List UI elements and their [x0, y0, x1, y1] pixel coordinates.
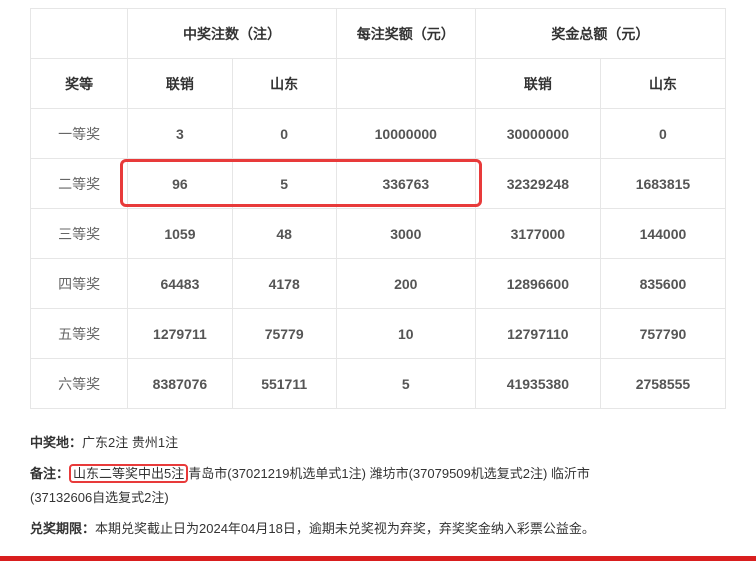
- cell-per: 10000000: [336, 109, 475, 159]
- cell-lx-total: 32329248: [475, 159, 600, 209]
- table-row-highlighted: 二等奖 96 5 336763 32329248 1683815: [31, 159, 726, 209]
- cell-prize-name: 一等奖: [31, 109, 128, 159]
- remark-highlight: 山东二等奖中出5注: [69, 464, 188, 483]
- prize-table: 中奖注数（注） 每注奖额（元） 奖金总额（元） 奖等 联销 山东 联销 山东 一…: [30, 8, 726, 409]
- header-count: 中奖注数（注）: [128, 9, 337, 59]
- cell-per: 3000: [336, 209, 475, 259]
- notes-section: 中奖地：广东2注 贵州1注 备注：山东二等奖中出5注青岛市(37021219机选…: [30, 431, 726, 542]
- header-per: 每注奖额（元）: [336, 9, 475, 59]
- cell-lx-count: 8387076: [128, 359, 232, 409]
- deadline-text: 本期兑奖截止日为2024年04月18日，逾期未兑奖视为弃奖，弃奖奖金纳入彩票公益…: [95, 521, 595, 536]
- table-row: 六等奖 8387076 551711 5 41935380 2758555: [31, 359, 726, 409]
- winning-location: 中奖地：广东2注 贵州1注: [30, 431, 726, 456]
- table-body: 一等奖 3 0 10000000 30000000 0 二等奖 96 5 336…: [31, 109, 726, 409]
- table-row: 一等奖 3 0 10000000 30000000 0: [31, 109, 726, 159]
- sub-sd-total: 山东: [600, 59, 725, 109]
- cell-sd-total: 1683815: [600, 159, 725, 209]
- header-total: 奖金总额（元）: [475, 9, 725, 59]
- remark-line: 备注：山东二等奖中出5注青岛市(37021219机选单式1注) 潍坊市(3707…: [30, 462, 726, 511]
- cell-sd-count: 5: [232, 159, 336, 209]
- table-row: 五等奖 1279711 75779 10 12797110 757790: [31, 309, 726, 359]
- cell-sd-total: 757790: [600, 309, 725, 359]
- sub-prize: 奖等: [31, 59, 128, 109]
- cell-lx-count: 96: [128, 159, 232, 209]
- cell-sd-total: 144000: [600, 209, 725, 259]
- cell-sd-total: 2758555: [600, 359, 725, 409]
- table-row: 三等奖 1059 48 3000 3177000 144000: [31, 209, 726, 259]
- deadline-line: 兑奖期限：本期兑奖截止日为2024年04月18日，逾期未兑奖视为弃奖，弃奖奖金纳…: [30, 517, 726, 542]
- cell-lx-total: 30000000: [475, 109, 600, 159]
- cell-sd-count: 551711: [232, 359, 336, 409]
- cell-lx-total: 3177000: [475, 209, 600, 259]
- header-blank: [31, 9, 128, 59]
- sub-per-blank: [336, 59, 475, 109]
- table-header-group: 中奖注数（注） 每注奖额（元） 奖金总额（元）: [31, 9, 726, 59]
- cell-per: 5: [336, 359, 475, 409]
- cell-sd-total: 0: [600, 109, 725, 159]
- sub-lx-total: 联销: [475, 59, 600, 109]
- cell-lx-count: 1059: [128, 209, 232, 259]
- table-subheader: 奖等 联销 山东 联销 山东: [31, 59, 726, 109]
- loc-text: 广东2注 贵州1注: [82, 435, 178, 450]
- loc-label: 中奖地：: [30, 435, 82, 450]
- cell-sd-total: 835600: [600, 259, 725, 309]
- cell-lx-count: 64483: [128, 259, 232, 309]
- cell-lx-total: 12797110: [475, 309, 600, 359]
- sub-lx-count: 联销: [128, 59, 232, 109]
- deadline-label: 兑奖期限：: [30, 521, 95, 536]
- cell-sd-count: 48: [232, 209, 336, 259]
- cell-sd-count: 75779: [232, 309, 336, 359]
- sub-sd-count: 山东: [232, 59, 336, 109]
- cell-sd-count: 4178: [232, 259, 336, 309]
- remark-rest1: 青岛市(37021219机选单式1注) 潍坊市(37079509机选复式2注) …: [188, 466, 590, 481]
- cell-per: 10: [336, 309, 475, 359]
- cell-prize-name: 五等奖: [31, 309, 128, 359]
- cell-per: 200: [336, 259, 475, 309]
- cell-prize-name: 二等奖: [31, 159, 128, 209]
- remark-label: 备注：: [30, 466, 69, 481]
- cell-prize-name: 六等奖: [31, 359, 128, 409]
- cell-prize-name: 三等奖: [31, 209, 128, 259]
- cell-prize-name: 四等奖: [31, 259, 128, 309]
- prize-table-container: 中奖注数（注） 每注奖额（元） 奖金总额（元） 奖等 联销 山东 联销 山东 一…: [30, 8, 726, 409]
- cell-sd-count: 0: [232, 109, 336, 159]
- cell-lx-total: 12896600: [475, 259, 600, 309]
- table-row: 四等奖 64483 4178 200 12896600 835600: [31, 259, 726, 309]
- cell-lx-count: 3: [128, 109, 232, 159]
- remark-rest2: (37132606自选复式2注): [30, 490, 169, 505]
- cell-per: 336763: [336, 159, 475, 209]
- cell-lx-total: 41935380: [475, 359, 600, 409]
- cell-lx-count: 1279711: [128, 309, 232, 359]
